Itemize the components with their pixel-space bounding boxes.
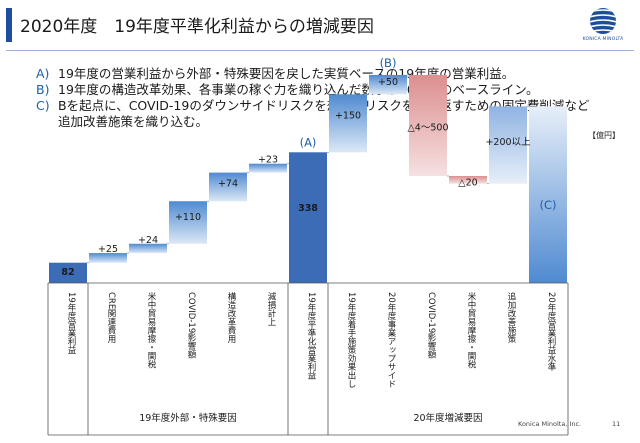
waterfall-bar-6 bbox=[289, 152, 327, 283]
note-c: C) Bを起点に、COVID-19のダウンサイドリスクを想定、リスクを打ち返すた… bbox=[36, 98, 626, 114]
category-label: COVID-19影響額 bbox=[426, 292, 436, 360]
category-label: CRE関連費用 bbox=[106, 292, 116, 344]
value-label: +50 bbox=[378, 77, 398, 88]
waterfall-bar-9 bbox=[409, 74, 447, 176]
note-text: Bを起点に、COVID-19のダウンサイドリスクを想定、リスクを打ち返すための固… bbox=[58, 98, 590, 113]
unit-label: 【億円】 bbox=[588, 131, 620, 140]
note-key: C) bbox=[36, 98, 50, 113]
value-label: +110 bbox=[175, 212, 201, 223]
waterfall-bar-0 bbox=[49, 262, 87, 283]
footer-company: Konica Minolta, Inc. bbox=[518, 420, 582, 428]
value-label: +74 bbox=[218, 179, 238, 190]
waterfall-bar-3 bbox=[169, 201, 207, 244]
waterfall-bar-12 bbox=[529, 106, 567, 283]
note-c-continued: 追加改善施策を織り込む。 bbox=[36, 114, 626, 130]
value-label: +200以上 bbox=[485, 137, 531, 148]
page-title: 2020年度 19年度平準化利益からの増減要因 bbox=[20, 17, 374, 37]
value-label: 338 bbox=[298, 203, 318, 214]
waterfall-bar-10 bbox=[449, 175, 487, 184]
category-label: 減損計上 bbox=[266, 291, 276, 326]
category-label: 構造改革費用 bbox=[226, 291, 236, 344]
value-label: △20 bbox=[458, 178, 477, 189]
note-key: B) bbox=[36, 82, 50, 97]
category-label: 20年度事業アップサイド bbox=[386, 292, 396, 388]
value-label: +23 bbox=[258, 155, 278, 166]
scenario-marker: (B) bbox=[380, 56, 397, 70]
value-label: 82 bbox=[61, 267, 74, 278]
category-label: 20年度営業利益水準 bbox=[546, 292, 556, 372]
waterfall-bar-7 bbox=[329, 94, 367, 153]
title-divider bbox=[6, 50, 634, 51]
title-bar: 2020年度 19年度平準化利益からの増減要因 KONICA MINOLTA bbox=[0, 0, 640, 51]
scenario-marker: (A) bbox=[300, 135, 317, 149]
category-label: 19年度平準化営業利益 bbox=[306, 292, 316, 379]
value-label: +25 bbox=[98, 244, 118, 255]
category-label: COVID-19影響額 bbox=[186, 292, 196, 360]
waterfall-bar-8 bbox=[369, 74, 407, 95]
value-label: +24 bbox=[138, 235, 158, 246]
note-text: 追加改善施策を織り込む。 bbox=[58, 114, 209, 129]
value-label: △4～500 bbox=[408, 123, 449, 134]
value-label: +150 bbox=[335, 111, 361, 122]
waterfall-bar-4 bbox=[209, 172, 247, 202]
konica-minolta-logo-icon bbox=[590, 8, 616, 34]
waterfall-bar-11 bbox=[489, 106, 527, 184]
logo-text: KONICA MINOLTA bbox=[582, 37, 624, 42]
category-label: 追加改善施策 bbox=[506, 291, 516, 344]
title-accent bbox=[6, 8, 12, 42]
category-label: 19年度着手施策効果出し bbox=[346, 292, 356, 388]
category-label: 米中貿易摩擦・関税 bbox=[146, 291, 156, 369]
page-number: 11 bbox=[612, 420, 621, 428]
waterfall-bar-5 bbox=[249, 163, 287, 173]
category-label: 19年度営業利益 bbox=[66, 292, 76, 354]
waterfall-bar-2 bbox=[129, 243, 167, 254]
note-key: A) bbox=[36, 66, 50, 81]
scenario-marker: (C) bbox=[539, 198, 556, 212]
group-label: 19年度外部・特殊要因 bbox=[139, 412, 237, 424]
group-label: 20年度増減要因 bbox=[413, 412, 482, 424]
category-label: 米中貿易摩擦・関税 bbox=[466, 291, 476, 369]
waterfall-bar-1 bbox=[89, 253, 127, 263]
